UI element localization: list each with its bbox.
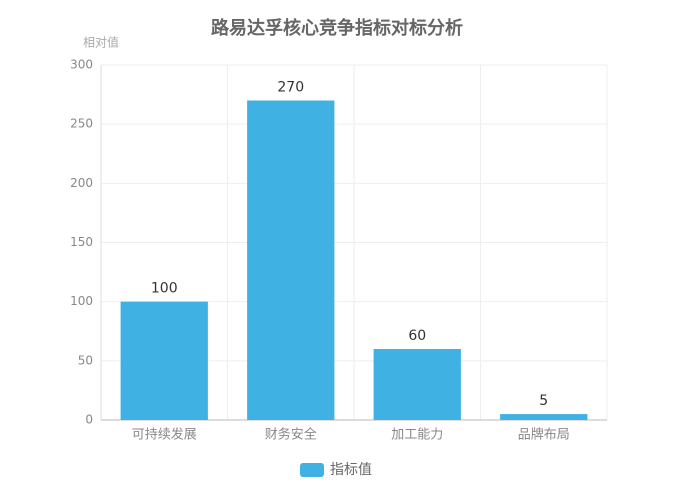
x-tick-label: 可持续发展 <box>132 427 197 443</box>
bar <box>120 301 208 420</box>
y-tick-label: 250 <box>70 117 93 131</box>
chart-title: 路易达孚核心竞争指标对标分析 <box>211 17 463 39</box>
bar <box>500 414 588 420</box>
x-tick-label: 财务安全 <box>265 427 317 443</box>
y-tick-label: 0 <box>85 413 93 427</box>
y-tick-label: 300 <box>70 58 93 72</box>
x-tick-label: 加工能力 <box>391 428 443 443</box>
x-tick-label: 品牌布局 <box>518 427 570 443</box>
data-label: 5 <box>539 393 548 409</box>
data-label: 270 <box>277 80 304 96</box>
bar <box>247 100 335 420</box>
y-axis-label: 相对值 <box>83 35 119 50</box>
legend-swatch <box>300 463 324 477</box>
y-tick-label: 150 <box>70 235 93 249</box>
y-tick-label: 50 <box>78 353 93 367</box>
y-tick-label: 100 <box>70 294 93 308</box>
legend-label: 指标值 <box>330 462 372 478</box>
bar <box>373 349 461 420</box>
data-label: 100 <box>151 281 178 297</box>
y-tick-label: 200 <box>70 176 93 190</box>
data-label: 60 <box>408 328 426 344</box>
